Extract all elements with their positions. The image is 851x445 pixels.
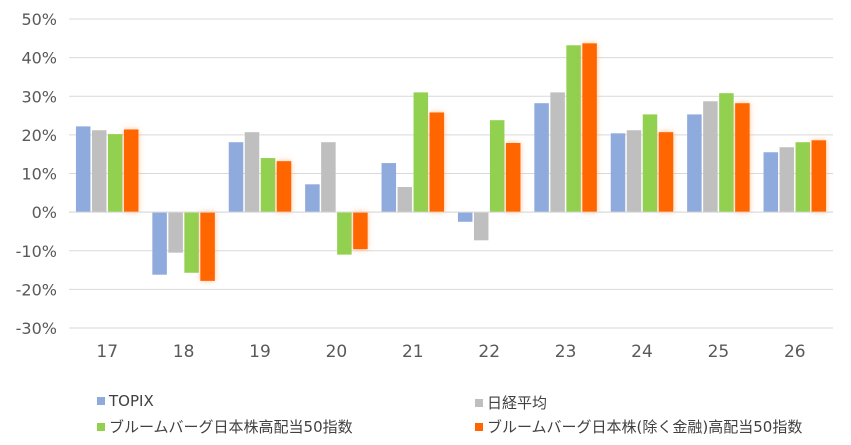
bar-4-19	[276, 161, 292, 213]
x-tick-label: 18	[173, 342, 195, 362]
bar-4-26	[811, 140, 827, 213]
bar-1-17	[75, 126, 91, 213]
bar-3-19	[260, 158, 276, 213]
bar-2-21	[397, 187, 413, 213]
bar-1-22	[457, 212, 473, 222]
bar-2-23	[550, 92, 565, 213]
y-tick-label: 20%	[21, 126, 57, 145]
legend-label: ブルームバーグ日本株(除く金融)高配当50指数	[487, 418, 803, 436]
bar-4-21	[429, 112, 445, 213]
legend-swatch	[97, 422, 105, 431]
x-tick-label: 21	[402, 342, 424, 362]
y-tick-label: 40%	[21, 49, 57, 68]
y-tick-label: -10%	[16, 242, 57, 261]
legend-swatch	[97, 397, 105, 405]
bar-3-24	[642, 114, 658, 213]
y-tick-label: -30%	[16, 319, 57, 338]
legend-item-high-dividend-50-ex-financials: ブルームバーグ日本株(除く金融)高配当50指数	[475, 416, 802, 437]
bar-4-23	[582, 43, 597, 213]
bar-1-24	[610, 133, 626, 213]
bar-1-21	[381, 163, 397, 213]
bar-4-18	[200, 212, 215, 281]
legend-swatch	[475, 422, 483, 431]
bar-1-26	[763, 152, 779, 213]
bar-3-25	[719, 93, 734, 213]
y-tick-label: 0%	[32, 203, 57, 222]
bar-2-17	[91, 130, 107, 213]
bar-2-26	[779, 147, 795, 213]
bar-3-26	[795, 142, 811, 213]
x-tick-label: 22	[478, 342, 500, 362]
bar-3-22	[489, 120, 505, 213]
bar-4-24	[658, 132, 674, 213]
bar-3-20	[337, 212, 352, 255]
bar-3-17	[107, 134, 123, 213]
bar-2-22	[473, 212, 489, 241]
bar-4-22	[505, 142, 521, 213]
bar-3-21	[413, 92, 429, 213]
bar-3-23	[566, 45, 581, 213]
bar-1-20	[305, 184, 320, 213]
bar-2-25	[703, 101, 718, 213]
x-tick-label: 17	[96, 342, 118, 362]
legend-item-nikkei: 日経平均	[475, 392, 547, 413]
y-tick-label: 50%	[21, 10, 57, 29]
x-tick-label: 19	[249, 342, 271, 362]
legend-swatch	[475, 398, 483, 407]
bar-4-17	[123, 129, 139, 213]
x-tick-label: 26	[784, 342, 806, 362]
bar-chart: 50% 40% 30% 20% 10% 0% -10% -20% -30% 17 18 19 20 21 2…	[16, 10, 833, 362]
bar-2-18	[168, 212, 183, 253]
bar-4-20	[353, 212, 368, 250]
x-tick-label: 20	[326, 342, 348, 362]
legend-label: TOPIX	[109, 392, 154, 410]
legend-label: 日経平均	[487, 394, 548, 412]
bar-1-25	[687, 114, 702, 213]
bar-1-18	[152, 212, 167, 275]
y-tick-label: -20%	[16, 280, 57, 299]
legend-item-high-dividend-50: ブルームバーグ日本株高配当50指数	[97, 416, 353, 437]
bar-2-24	[626, 130, 642, 213]
x-tick-label: 25	[708, 342, 730, 362]
y-tick-label: 10%	[21, 165, 57, 184]
bar-4-25	[735, 103, 750, 213]
bar-1-23	[534, 103, 549, 213]
x-tick-label: 23	[555, 342, 577, 362]
y-tick-label: 30%	[21, 87, 57, 106]
bar-1-19	[228, 142, 244, 213]
legend-label: ブルームバーグ日本株高配当50指数	[109, 418, 353, 436]
bar-2-20	[321, 142, 336, 213]
bar-3-18	[184, 212, 199, 273]
bar-2-19	[244, 132, 260, 213]
legend-item-topix: TOPIX	[97, 392, 154, 410]
x-tick-label: 24	[631, 342, 653, 362]
